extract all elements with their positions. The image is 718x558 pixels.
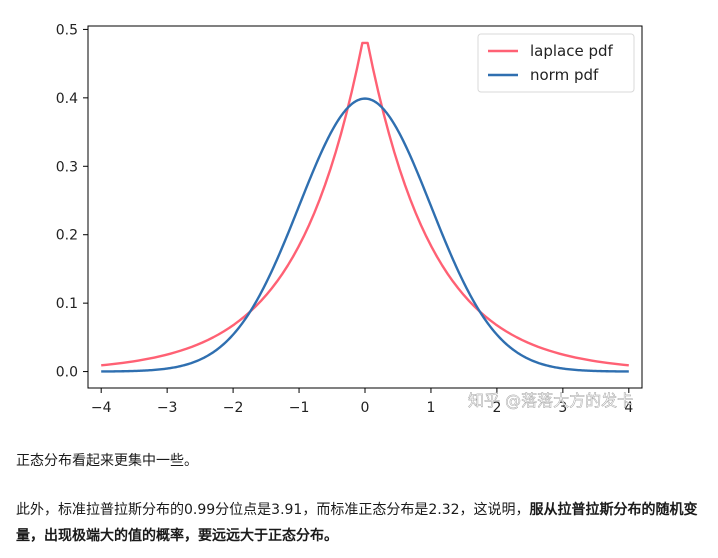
y-tick-label: 0.4 xyxy=(56,91,78,107)
paragraph-2-bold-text: 服从拉普拉斯分布的随机变量，出现极端大的值的概率，要远远大于正态分布。 xyxy=(16,502,698,544)
normal-pdf-line xyxy=(101,97,629,373)
watermark-text: 知乎 @落落大方的发卡 xyxy=(468,391,633,410)
pdf-chart: −4 −3 −2 −1 0 1 2 3 4 0.0 0.1 0.2 0.3 0.4 0.5 laplace p… xyxy=(56,22,643,416)
y-tick-label: 0.3 xyxy=(56,159,78,175)
x-tick-label: 1 xyxy=(426,400,435,416)
legend-box xyxy=(477,33,635,93)
y-tick-label: 0.2 xyxy=(56,228,78,244)
x-tick-label: 0 xyxy=(361,400,370,416)
y-tick-label: 0.0 xyxy=(56,365,78,381)
x-tick-label: −1 xyxy=(289,400,310,416)
chart-area: −4 −3 −2 −1 0 1 2 3 4 0.0 0.1 0.2 0.3 0.4 0.5 laplace p… xyxy=(56,22,643,416)
legend-label: norm pdf xyxy=(530,66,599,84)
x-tick-label: −3 xyxy=(157,400,178,416)
x-tick-label: 3 xyxy=(558,400,567,416)
y-tick-label: 0.1 xyxy=(56,296,78,312)
x-tick-label: 2 xyxy=(492,400,501,416)
x-tick-label: −4 xyxy=(91,400,112,416)
laplace-pdf-line xyxy=(101,41,629,367)
x-tick-label: −2 xyxy=(223,400,244,416)
paragraph-2-text: 此外，标准拉普拉斯分布的0.99分位点是3.91，而标准正态分布是2.32，这说… xyxy=(16,502,530,518)
y-tick-label: 0.5 xyxy=(56,22,78,38)
paragraph-1: 正态分布看起来更集中一些。 xyxy=(16,448,706,474)
x-tick-label: 4 xyxy=(624,400,633,416)
paragraph-1-text: 正态分布看起来更集中一些。 xyxy=(16,453,198,469)
paragraph-2: 此外，标准拉普拉斯分布的0.99分位点是3.91，而标准正态分布是2.32，这说… xyxy=(16,497,706,549)
legend-label: laplace pdf xyxy=(530,42,614,60)
